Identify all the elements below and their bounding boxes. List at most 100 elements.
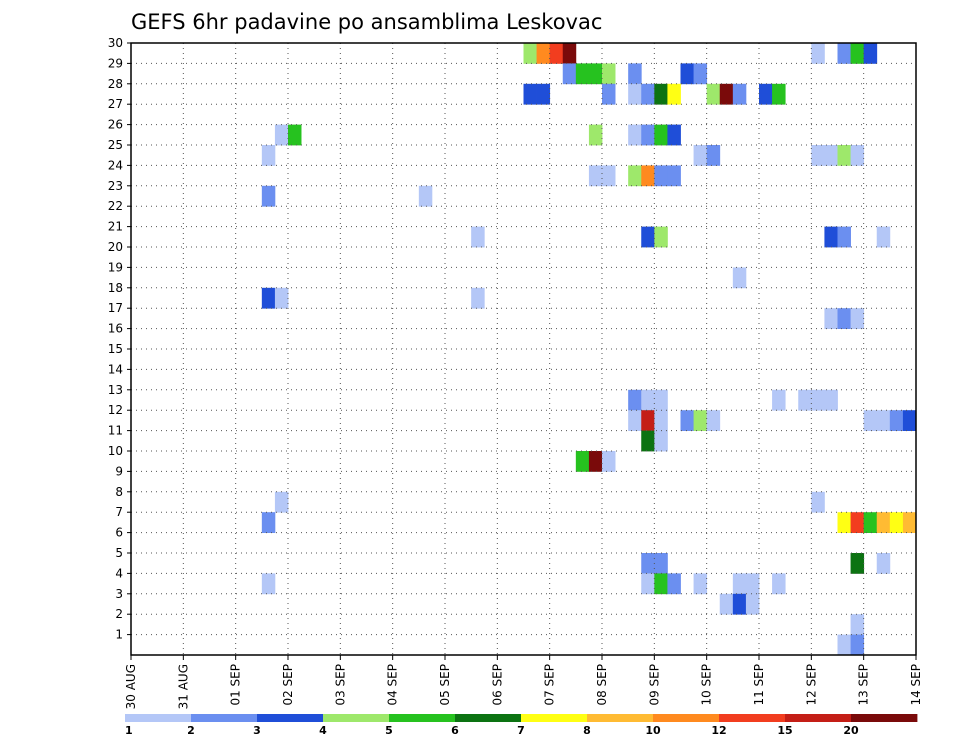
- heatmap-cell: [602, 83, 616, 105]
- heatmap-cell: [732, 267, 747, 289]
- heatmap-cell: [628, 63, 642, 85]
- y-tick-label: 22: [108, 199, 123, 213]
- heatmap-cell: [824, 308, 838, 329]
- heatmap-cell: [261, 512, 276, 533]
- heatmap-cell: [772, 573, 786, 595]
- y-tick-label: 10: [108, 444, 123, 458]
- y-tick-label: 30: [108, 36, 123, 50]
- x-tick-label: 03 SEP: [333, 664, 347, 706]
- heatmap-cell: [471, 226, 485, 248]
- y-tick-label: 28: [108, 77, 123, 91]
- heatmap-cell: [732, 593, 747, 615]
- legend-label: 15: [777, 724, 792, 737]
- heatmap-cell: [641, 553, 655, 574]
- y-tick-label: 18: [108, 281, 123, 295]
- y-tick-label: 23: [108, 179, 123, 193]
- legend-swatch: [851, 714, 918, 722]
- heatmap-cell: [811, 389, 825, 411]
- grid-lines: [131, 43, 916, 655]
- heatmap-cell: [745, 573, 760, 595]
- y-tick-label: 25: [108, 138, 123, 152]
- heatmap-cell: [850, 634, 865, 656]
- heatmap-cell: [588, 124, 603, 146]
- heatmap-cell: [680, 63, 694, 85]
- x-tick-label: 31 AUG: [176, 664, 190, 709]
- heatmap-cell: [811, 491, 825, 513]
- legend-label: 2: [187, 724, 195, 737]
- heatmap-cell: [641, 83, 655, 105]
- heatmap-cell: [719, 83, 734, 105]
- heatmap-cell: [562, 43, 577, 64]
- x-tick-label: 08 SEP: [595, 664, 609, 706]
- legend-label: 20: [843, 724, 859, 737]
- heatmap-cell: [693, 410, 708, 431]
- y-tick-label: 4: [115, 566, 123, 580]
- y-tick-label: 12: [108, 403, 123, 417]
- heatmap-cell: [641, 124, 655, 146]
- heatmap-cell: [706, 83, 721, 105]
- x-tick-label: 07 SEP: [543, 664, 557, 706]
- x-tick-label: 02 SEP: [281, 664, 295, 706]
- heatmap-cell: [523, 83, 537, 105]
- heatmap-cell: [772, 389, 786, 411]
- heatmap-cell: [562, 63, 577, 85]
- plot-frame: [130, 42, 917, 656]
- heatmap-cell: [641, 389, 655, 411]
- y-tick-label: 15: [108, 342, 123, 356]
- legend-swatch: [785, 714, 852, 722]
- y-tick-label: 20: [108, 240, 123, 254]
- legend-label: 5: [385, 724, 393, 737]
- legend-swatch: [125, 714, 192, 722]
- chart-title: GEFS 6hr padavine po ansamblima Leskovac: [131, 10, 602, 34]
- x-tick-label: 12 SEP: [804, 664, 818, 706]
- heatmap-cell: [588, 165, 603, 187]
- legend-label: 6: [451, 724, 459, 737]
- heatmap-cell: [693, 63, 708, 85]
- heatmap-cell: [876, 226, 891, 248]
- y-tick-label: 5: [115, 546, 123, 560]
- heatmap-cell: [628, 410, 642, 431]
- x-tick-label: 11 SEP: [752, 664, 766, 706]
- heatmap-cell: [824, 226, 838, 248]
- heatmap-cell: [654, 226, 668, 248]
- legend-swatch: [191, 714, 258, 722]
- heatmap-cell: [654, 430, 668, 452]
- heatmap-cell: [824, 389, 838, 411]
- y-tick-label: 14: [108, 362, 123, 376]
- heatmap-cell: [654, 553, 668, 574]
- heatmap-cell: [274, 491, 289, 513]
- heatmap-cell: [654, 83, 668, 105]
- heatmap-cell: [719, 593, 734, 615]
- x-tick-label: 09 SEP: [647, 664, 661, 706]
- legend-label: 8: [583, 724, 591, 737]
- heatmap-cell: [588, 451, 603, 472]
- heatmap-cell: [837, 226, 851, 248]
- legend-swatch: [257, 714, 324, 722]
- legend-label: 3: [253, 724, 261, 737]
- legend-swatch: [521, 714, 588, 722]
- x-tick-label: 05 SEP: [438, 664, 452, 706]
- heatmap-cell: [628, 124, 642, 146]
- legend-swatch: [455, 714, 522, 722]
- y-tick-label: 29: [108, 56, 123, 70]
- heatmap-cell: [288, 124, 302, 146]
- heatmap-cell: [654, 165, 668, 187]
- heatmap-cell: [876, 553, 891, 574]
- heatmap-cell: [602, 451, 616, 472]
- heatmap-cell: [811, 145, 825, 166]
- x-tick-label: 14 SEP: [909, 664, 923, 706]
- legend-swatch: [587, 714, 654, 722]
- legend-label: 10: [645, 724, 661, 737]
- heatmap-cell: [628, 83, 642, 105]
- heatmap-cell: [628, 389, 642, 411]
- heatmap-cell: [850, 308, 865, 329]
- heatmap-cell: [798, 389, 812, 411]
- y-tick-label: 13: [108, 383, 123, 397]
- heatmap-cell: [536, 43, 551, 64]
- heatmap-cell: [641, 430, 655, 452]
- heatmap-cell: [745, 593, 760, 615]
- heatmap-cell: [889, 410, 904, 431]
- heatmap-cell: [824, 145, 838, 166]
- heatmap-cell: [837, 308, 851, 329]
- heatmap-cell: [261, 145, 276, 166]
